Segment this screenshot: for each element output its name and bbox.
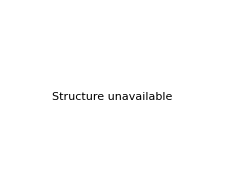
Text: Structure unavailable: Structure unavailable: [52, 92, 173, 102]
